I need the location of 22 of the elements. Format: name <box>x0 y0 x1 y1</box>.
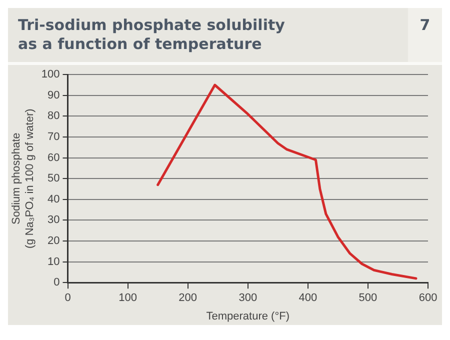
x-axis-title: Temperature (°F) <box>206 310 290 322</box>
y-tick-label: 50 <box>48 172 60 185</box>
y-tick-label: 60 <box>48 152 60 164</box>
y-tick-label: 0 <box>54 276 60 289</box>
y-tick-label: 100 <box>41 68 60 81</box>
y-tick-label: 10 <box>48 256 60 268</box>
chart-title: Tri-sodium phosphate solubility as a function of temperature <box>17 15 286 55</box>
text: 7 <box>408 8 442 62</box>
y-tick-label: 40 <box>48 193 60 206</box>
x-tick-label: 200 <box>178 292 198 304</box>
y-tick-label: 20 <box>48 235 60 248</box>
y-tick-label: 30 <box>48 214 60 226</box>
x-tick-label: 600 <box>418 292 438 304</box>
y-axis-title: Sodium phosphate (g Na₃PO₄ in 100 g of water) <box>10 108 36 249</box>
y-tick-label: 90 <box>48 89 60 102</box>
x-tick-label: 300 <box>238 292 258 304</box>
x-tick-label: 500 <box>358 292 378 304</box>
x-tick-label: 0 <box>64 292 71 304</box>
y-tick-label: 70 <box>48 131 60 144</box>
y-tick-label: 80 <box>48 110 60 122</box>
x-tick-label: 400 <box>298 292 318 304</box>
x-tick-label: 100 <box>118 292 137 304</box>
